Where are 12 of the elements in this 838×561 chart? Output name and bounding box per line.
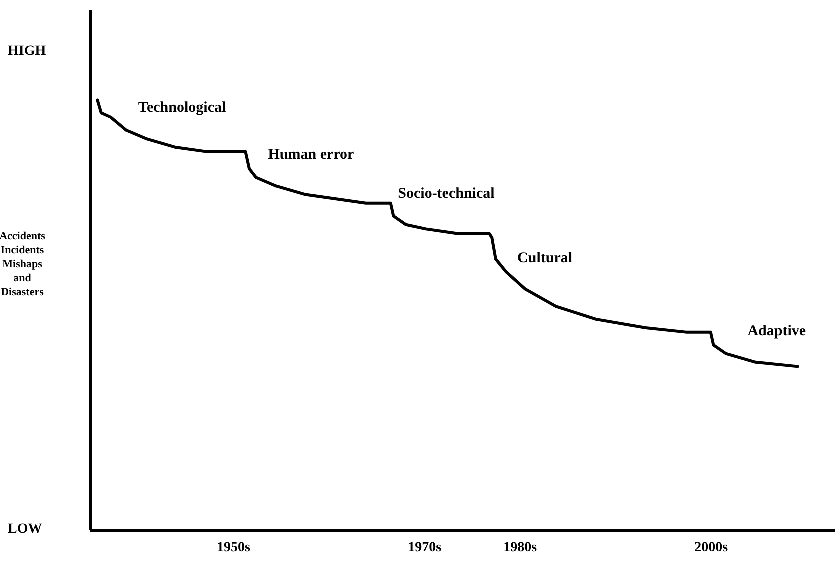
x-tick-label: 1980s: [504, 540, 538, 556]
y-axis-title: Accidents Incidents Mishaps and Disasters: [0, 230, 46, 298]
annotation: Socio-technical: [398, 186, 495, 202]
text: HIGH: [8, 44, 46, 60]
x-tick-label: 1950s: [217, 540, 252, 556]
x-tick-label: 2000s: [694, 540, 729, 556]
x-tick-label: 1970s: [408, 540, 442, 556]
annotation: Human error: [268, 147, 355, 164]
annotation: Technological: [138, 100, 226, 116]
annotation: Cultural: [518, 250, 573, 266]
annotation: Adaptive: [748, 323, 806, 340]
text: LOW: [8, 522, 44, 538]
